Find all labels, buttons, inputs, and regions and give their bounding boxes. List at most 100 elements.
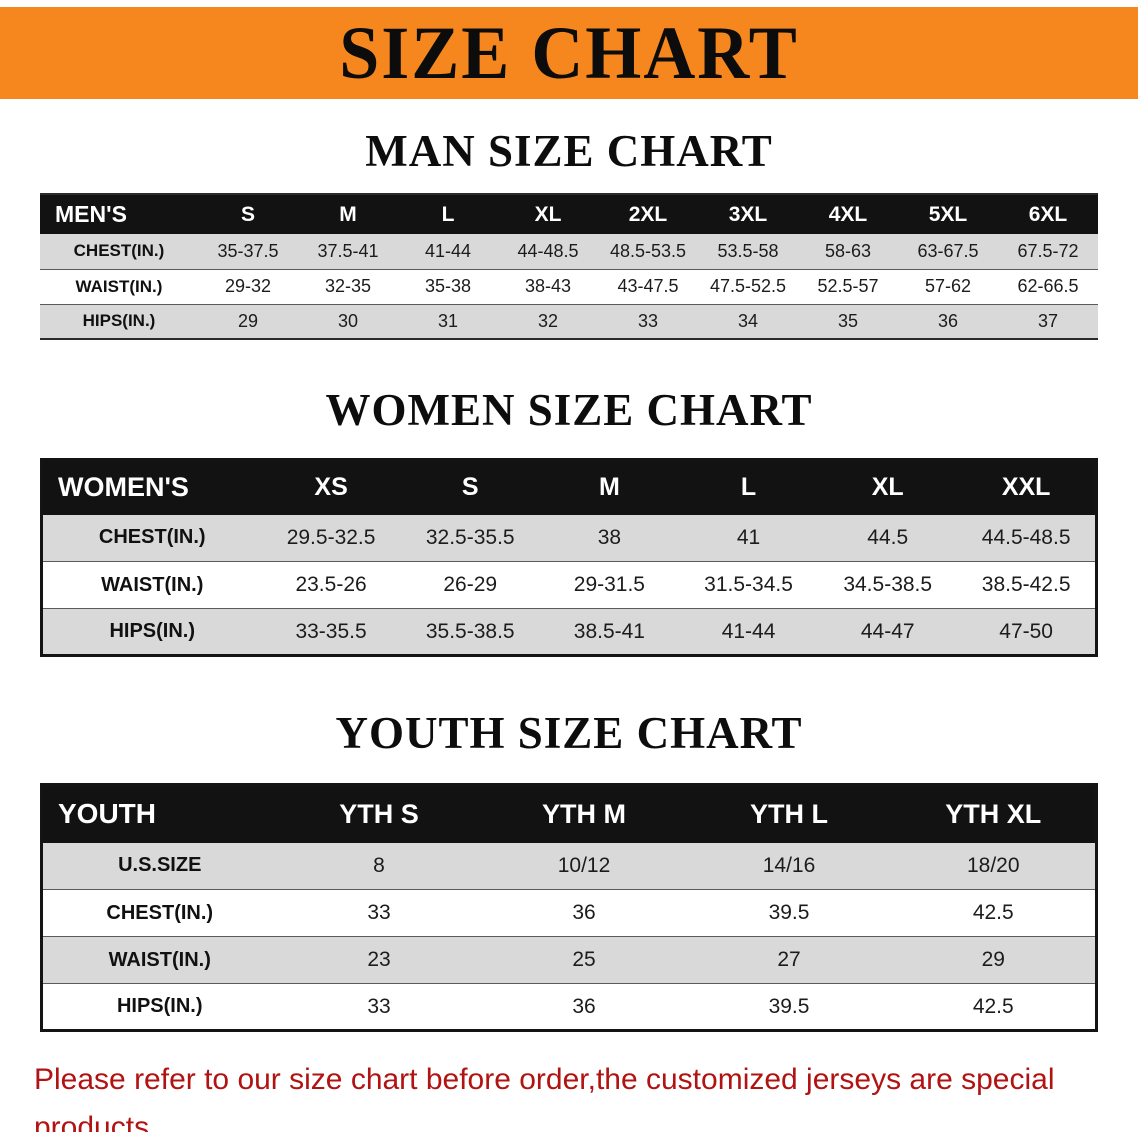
value-cell: 38 <box>539 514 679 562</box>
value-cell: 37.5-41 <box>298 234 398 270</box>
women-section-heading: WOMEN SIZE CHART <box>325 385 813 435</box>
table-title-cell: WOMEN'S <box>41 459 262 515</box>
women-size-section: WOMEN SIZE CHART WOMEN'S XS S M L XL XXL CHEST(… <box>0 384 1138 657</box>
size-column-header: XS <box>261 459 401 515</box>
youth-size-section: YOUTH SIZE CHART YOUTH YTH S YTH M YTH L YTH… <box>0 707 1138 1032</box>
value-cell: 57-62 <box>898 269 998 305</box>
order-notice: Please refer to our size chart before or… <box>34 1056 1138 1132</box>
value-cell: 38.5-41 <box>539 608 679 656</box>
value-cell: 44-47 <box>818 608 958 656</box>
value-cell: 35-38 <box>398 269 498 305</box>
value-cell: 58-63 <box>798 234 898 270</box>
value-cell: 33 <box>598 304 698 340</box>
size-column-header: YTH L <box>686 784 892 843</box>
value-cell: 29 <box>198 304 298 340</box>
size-column-header: XL <box>818 459 958 515</box>
value-cell: 36 <box>898 304 998 340</box>
size-column-header: YTH XL <box>891 784 1097 843</box>
size-column-header: S <box>400 459 540 515</box>
size-column-header: YTH S <box>276 784 482 843</box>
value-cell: 26-29 <box>400 561 540 609</box>
value-cell: 23.5-26 <box>261 561 401 609</box>
value-cell: 35 <box>798 304 898 340</box>
size-column-header: XXL <box>957 459 1097 515</box>
value-cell: 34 <box>698 304 798 340</box>
size-column-header: 5XL <box>898 194 998 234</box>
size-column-header: 2XL <box>598 194 698 234</box>
value-cell: 47-50 <box>957 608 1097 656</box>
size-column-header: XL <box>498 194 598 234</box>
value-cell: 63-67.5 <box>898 234 998 270</box>
value-cell: 31.5-34.5 <box>678 561 819 609</box>
value-cell: 41-44 <box>398 234 498 270</box>
table-header-row: MEN'S S M L XL 2XL 3XL 4XL 5XL 6XL <box>40 194 1098 234</box>
value-cell: 41-44 <box>678 608 819 656</box>
value-cell: 36 <box>481 889 687 937</box>
table-row: CHEST(IN.) 35-37.5 37.5-41 41-44 44-48.5 48.5… <box>40 234 1098 270</box>
row-label-cell: WAIST(IN.) <box>41 936 277 984</box>
table-row: U.S.SIZE 8 10/12 14/16 18/20 <box>41 842 1097 890</box>
size-column-header: M <box>539 459 679 515</box>
value-cell: 35.5-38.5 <box>400 608 540 656</box>
row-label-cell: HIPS(IN.) <box>41 983 277 1031</box>
value-cell: 44.5 <box>818 514 958 562</box>
value-cell: 39.5 <box>686 889 892 937</box>
table-header-row: WOMEN'S XS S M L XL XXL <box>41 459 1097 515</box>
youth-section-heading: YOUTH SIZE CHART <box>335 708 803 758</box>
value-cell: 38.5-42.5 <box>957 561 1097 609</box>
men-section-heading: MAN SIZE CHART <box>365 126 773 176</box>
value-cell: 29.5-32.5 <box>261 514 401 562</box>
value-cell: 62-66.5 <box>998 269 1098 305</box>
value-cell: 29-31.5 <box>539 561 679 609</box>
table-row: CHEST(IN.) 29.5-32.5 32.5-35.5 38 41 44.5 44.5… <box>41 514 1097 562</box>
size-column-header: YTH M <box>481 784 687 843</box>
page-title: SIZE CHART <box>339 11 799 96</box>
value-cell: 33 <box>276 983 482 1031</box>
size-column-header: 4XL <box>798 194 898 234</box>
men-size-table: MEN'S S M L XL 2XL 3XL 4XL 5XL 6XL CHEST(IN.) 35-37… <box>40 193 1098 340</box>
value-cell: 48.5-53.5 <box>598 234 698 270</box>
value-cell: 41 <box>678 514 819 562</box>
value-cell: 32 <box>498 304 598 340</box>
value-cell: 30 <box>298 304 398 340</box>
size-column-header: M <box>298 194 398 234</box>
row-label-cell: WAIST(IN.) <box>41 561 262 609</box>
value-cell: 37 <box>998 304 1098 340</box>
table-title-cell: YOUTH <box>41 784 277 843</box>
size-column-header: S <box>198 194 298 234</box>
value-cell: 43-47.5 <box>598 269 698 305</box>
value-cell: 39.5 <box>686 983 892 1031</box>
value-cell: 29-32 <box>198 269 298 305</box>
value-cell: 27 <box>686 936 892 984</box>
table-title-cell: MEN'S <box>40 194 198 234</box>
value-cell: 47.5-52.5 <box>698 269 798 305</box>
value-cell: 18/20 <box>891 842 1097 890</box>
women-size-table: WOMEN'S XS S M L XL XXL CHEST(IN.) 29.5-32.5 32.5… <box>40 458 1098 657</box>
value-cell: 67.5-72 <box>998 234 1098 270</box>
value-cell: 10/12 <box>481 842 687 890</box>
value-cell: 53.5-58 <box>698 234 798 270</box>
notice-line-1: Please refer to our size chart before or… <box>34 1063 1055 1132</box>
value-cell: 42.5 <box>891 983 1097 1031</box>
row-label-cell: CHEST(IN.) <box>41 889 277 937</box>
value-cell: 52.5-57 <box>798 269 898 305</box>
size-column-header: 3XL <box>698 194 798 234</box>
size-column-header: 6XL <box>998 194 1098 234</box>
title-banner: SIZE CHART <box>0 7 1138 99</box>
row-label-cell: HIPS(IN.) <box>40 304 198 340</box>
table-row: HIPS(IN.) 33 36 39.5 42.5 <box>41 983 1097 1031</box>
value-cell: 32.5-35.5 <box>400 514 540 562</box>
table-row: WAIST(IN.) 23 25 27 29 <box>41 936 1097 984</box>
value-cell: 29 <box>891 936 1097 984</box>
value-cell: 25 <box>481 936 687 984</box>
table-row: HIPS(IN.) 29 30 31 32 33 34 35 36 37 <box>40 304 1098 340</box>
men-size-section: MAN SIZE CHART MEN'S S M L XL 2XL 3XL 4XL 5XL 6XL… <box>0 125 1138 340</box>
value-cell: 44.5-48.5 <box>957 514 1097 562</box>
value-cell: 8 <box>276 842 482 890</box>
row-label-cell: WAIST(IN.) <box>40 269 198 305</box>
value-cell: 33 <box>276 889 482 937</box>
row-label-cell: CHEST(IN.) <box>40 234 198 270</box>
value-cell: 35-37.5 <box>198 234 298 270</box>
value-cell: 32-35 <box>298 269 398 305</box>
